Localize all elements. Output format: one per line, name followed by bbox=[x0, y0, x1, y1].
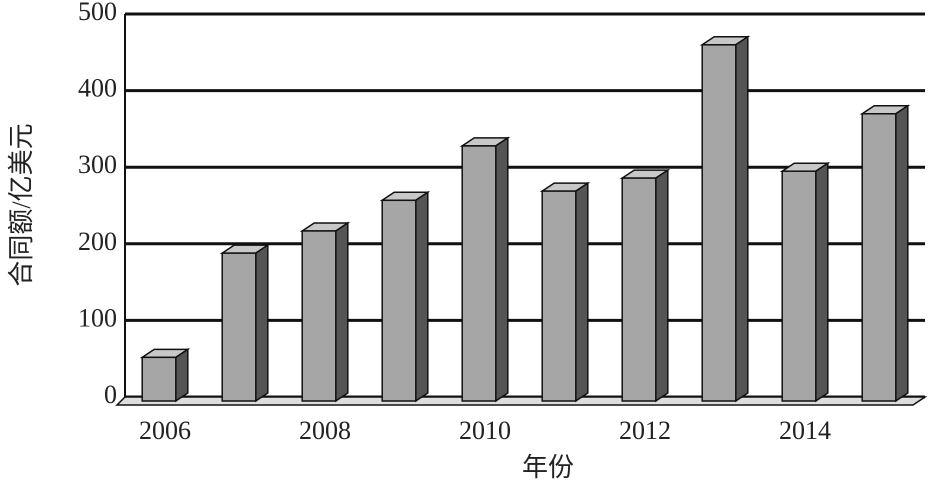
bar bbox=[621, 177, 657, 402]
bar bbox=[141, 356, 177, 402]
y-tick-label: 100 bbox=[78, 303, 117, 332]
bar-side bbox=[495, 136, 509, 403]
bar-side bbox=[335, 221, 349, 403]
bar bbox=[861, 113, 897, 402]
bar bbox=[541, 190, 577, 402]
bar bbox=[781, 170, 817, 402]
bar-side bbox=[735, 35, 749, 403]
bar-side bbox=[655, 168, 669, 403]
bar-side bbox=[575, 181, 589, 403]
x-tick-label: 2014 bbox=[779, 416, 831, 445]
bar bbox=[221, 252, 257, 402]
bar-side bbox=[815, 161, 829, 403]
x-axis-label: 年份 bbox=[522, 453, 574, 482]
x-tick-label: 2010 bbox=[459, 416, 511, 445]
y-tick-label: 300 bbox=[78, 150, 117, 179]
y-tick-label: 400 bbox=[78, 74, 117, 103]
x-tick-label: 2006 bbox=[139, 416, 191, 445]
bar bbox=[461, 145, 497, 402]
x-tick-label: 2012 bbox=[619, 416, 671, 445]
y-tick-label: 0 bbox=[104, 380, 117, 409]
bar bbox=[381, 199, 417, 402]
bar bbox=[301, 230, 337, 402]
bar-side bbox=[175, 347, 189, 403]
y-axis-label: 合同额/亿美元 bbox=[7, 123, 36, 286]
bar-side bbox=[255, 243, 269, 403]
x-tick-label: 2008 bbox=[299, 416, 351, 445]
bar-side bbox=[415, 190, 429, 403]
y-tick-label: 200 bbox=[78, 227, 117, 256]
bar-side bbox=[895, 104, 909, 403]
bar bbox=[701, 44, 737, 402]
y-tick-label: 500 bbox=[78, 0, 117, 26]
